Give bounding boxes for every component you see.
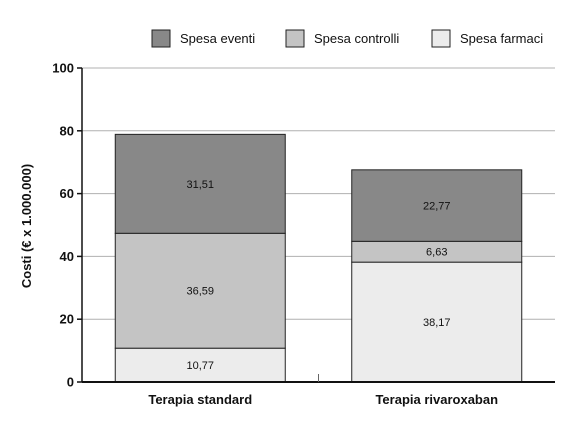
y-tick-label: 100 <box>52 61 74 76</box>
legend: Spesa eventi Spesa controlli Spesa farmaci <box>151 29 543 48</box>
category-label: Terapia rivaroxaban <box>375 392 498 407</box>
y-tick-label: 20 <box>60 312 74 327</box>
y-tick-labels: 0 20 40 60 80 100 <box>52 61 74 390</box>
data-label: 22,77 <box>423 201 451 213</box>
data-label: 10,77 <box>186 360 214 372</box>
bar-segment <box>114 347 286 383</box>
category-label: Terapia standard <box>148 392 252 407</box>
y-tick-label: 60 <box>60 186 74 201</box>
bar-segment <box>351 169 523 242</box>
y-tick-label: 0 <box>67 375 74 390</box>
legend-swatch <box>285 29 305 48</box>
y-tick-label: 80 <box>60 123 74 138</box>
legend-swatch <box>431 29 451 48</box>
bar-segment <box>114 232 286 349</box>
y-axis-label: Costi (€ x 1.000.000) <box>19 164 34 288</box>
legend-swatch <box>151 29 171 48</box>
legend-label: Spesa eventi <box>180 31 255 46</box>
bar-segment <box>114 133 286 234</box>
data-label: 6,63 <box>426 247 447 259</box>
legend-label: Spesa farmaci <box>460 31 543 46</box>
axes <box>77 67 555 383</box>
bars: 10,77 36,59 31,51 38,17 6,63 22,77 <box>114 133 523 383</box>
data-label: 31,51 <box>186 179 214 191</box>
data-label: 38,17 <box>423 317 451 329</box>
y-tick-label: 40 <box>60 249 74 264</box>
legend-label: Spesa controlli <box>314 31 399 46</box>
category-labels: Terapia standard Terapia rivaroxaban <box>148 392 498 407</box>
data-label: 36,59 <box>186 286 214 298</box>
